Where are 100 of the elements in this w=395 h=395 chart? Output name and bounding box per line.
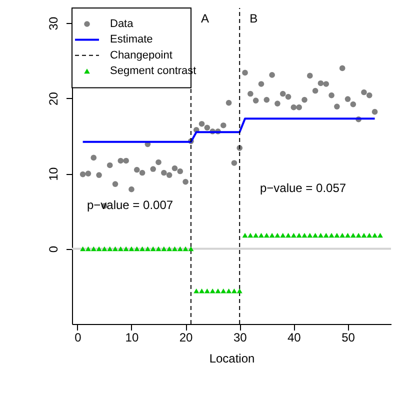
point: [128, 186, 134, 192]
point: [220, 122, 226, 128]
point: [118, 158, 124, 164]
point: [198, 120, 205, 127]
point: [280, 90, 286, 97]
point: [231, 160, 238, 166]
x-tick-label: 40: [288, 330, 302, 344]
point: [345, 232, 350, 238]
point: [182, 246, 188, 252]
point: [280, 232, 286, 238]
point: [248, 232, 254, 238]
point: [328, 92, 334, 98]
point: [339, 65, 346, 72]
point: [231, 288, 237, 294]
point: [236, 288, 242, 294]
point: [226, 100, 232, 106]
y-tick-label: 10: [46, 167, 60, 181]
point: [128, 246, 134, 252]
point: [177, 246, 183, 252]
x-tick-label: 30: [233, 330, 248, 344]
point: [372, 108, 378, 115]
point: [312, 88, 318, 94]
point: [85, 170, 92, 176]
point: [134, 246, 140, 252]
point: [85, 246, 91, 252]
point: [356, 232, 362, 238]
legend-label: Estimate: [110, 34, 153, 46]
point: [372, 232, 378, 238]
legend-label: Data: [110, 18, 134, 30]
point: [253, 232, 259, 238]
point: [285, 94, 292, 100]
point: [199, 288, 204, 294]
point: [90, 154, 97, 161]
point: [123, 246, 129, 252]
point: [204, 288, 210, 294]
point: [366, 232, 372, 238]
point: [107, 246, 113, 252]
point: [194, 288, 200, 294]
point: [361, 89, 367, 96]
point: [258, 81, 264, 87]
point: [274, 100, 280, 106]
y-tick-label: 0: [46, 246, 60, 253]
point: [252, 98, 259, 104]
point: [215, 288, 221, 294]
point: [340, 232, 346, 238]
point: [307, 232, 313, 238]
point: [172, 165, 178, 172]
point: [188, 246, 194, 252]
x-axis-title: Location: [209, 352, 255, 366]
point: [269, 232, 275, 238]
point: [140, 246, 146, 252]
point: [156, 246, 162, 252]
point: [334, 104, 340, 110]
annotation: A: [200, 12, 209, 26]
point: [226, 288, 232, 294]
point: [318, 80, 324, 86]
annotation: p−value = 0.007: [86, 198, 174, 212]
x-tick-label: 10: [125, 330, 139, 344]
point: [123, 158, 129, 164]
x-tick-label: 50: [342, 330, 356, 344]
point: [312, 232, 318, 238]
point: [220, 288, 226, 294]
point: [96, 246, 102, 252]
point: [334, 232, 340, 238]
point: [302, 96, 308, 103]
point: [204, 124, 210, 131]
point: [80, 246, 86, 252]
point: [106, 162, 113, 168]
point: [302, 232, 308, 238]
annotation: B: [250, 12, 258, 26]
annotation: p−value = 0.057: [260, 181, 346, 195]
point: [150, 246, 156, 252]
point: [318, 232, 324, 238]
point: [139, 170, 146, 176]
point: [242, 70, 248, 76]
point: [264, 232, 270, 238]
point: [144, 246, 150, 252]
point: [177, 168, 184, 174]
point: [80, 171, 86, 178]
point: [90, 246, 96, 252]
legend-label: Changepoint: [110, 49, 172, 62]
point: [118, 246, 124, 252]
point: [377, 232, 383, 238]
point: [112, 181, 118, 187]
point: [161, 246, 167, 252]
point: [296, 232, 302, 238]
point: [328, 232, 334, 238]
point: [286, 232, 292, 238]
point: [210, 288, 216, 294]
point: [182, 178, 188, 185]
point: [156, 159, 162, 166]
point: [296, 104, 302, 110]
point: [350, 232, 356, 238]
point: [366, 92, 372, 98]
point: [361, 232, 367, 238]
point: [323, 81, 330, 87]
point: [150, 166, 156, 172]
point: [112, 246, 118, 252]
point: [350, 101, 356, 108]
y-tick-label: 20: [46, 92, 60, 106]
